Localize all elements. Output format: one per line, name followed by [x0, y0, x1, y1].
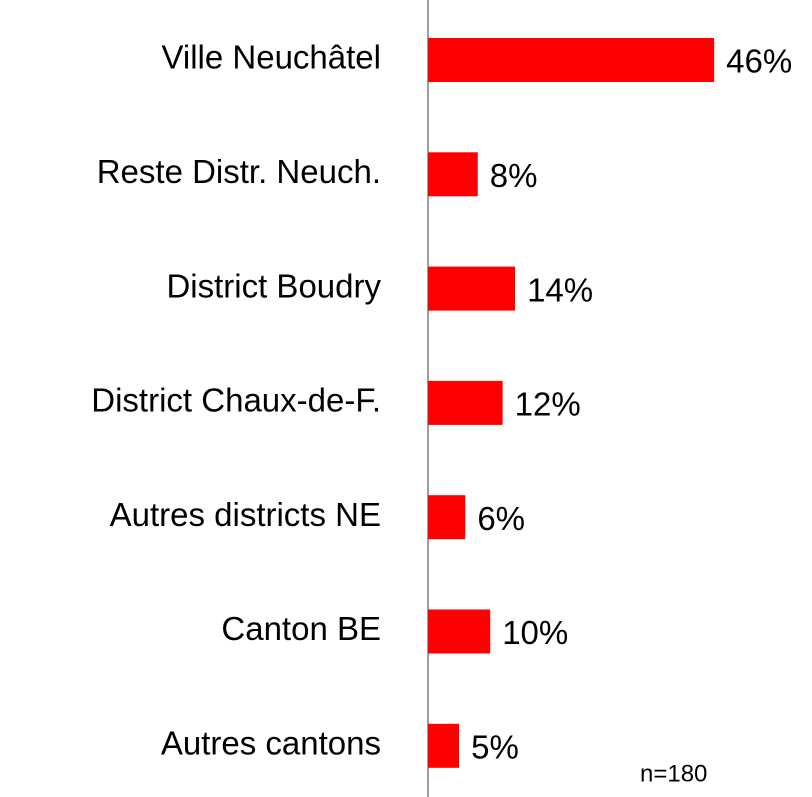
- bar: [428, 723, 460, 768]
- bar: [428, 152, 478, 197]
- value-label: 6%: [477, 500, 525, 537]
- annotation: n=180: [640, 760, 707, 787]
- bar: [428, 495, 466, 540]
- bar: [428, 380, 503, 425]
- category-label: Autres cantons: [161, 725, 381, 762]
- category-label: Autres districts NE: [110, 496, 381, 533]
- category-label: District Chaux-de-F.: [91, 382, 381, 419]
- category-label: Canton BE: [221, 610, 381, 647]
- value-label: 12%: [515, 386, 581, 423]
- value-label: 14%: [527, 271, 593, 308]
- value-label: 5%: [471, 729, 519, 766]
- value-label: 8%: [490, 157, 538, 194]
- bar: [428, 38, 715, 82]
- bar: [428, 266, 516, 311]
- bar: [428, 609, 491, 654]
- category-label: Ville Neuchâtel: [161, 39, 381, 76]
- category-label: District Boudry: [166, 267, 381, 304]
- category-label: Reste Distr. Neuch.: [97, 153, 381, 190]
- value-label: 46%: [726, 43, 792, 80]
- value-label: 10%: [502, 614, 568, 651]
